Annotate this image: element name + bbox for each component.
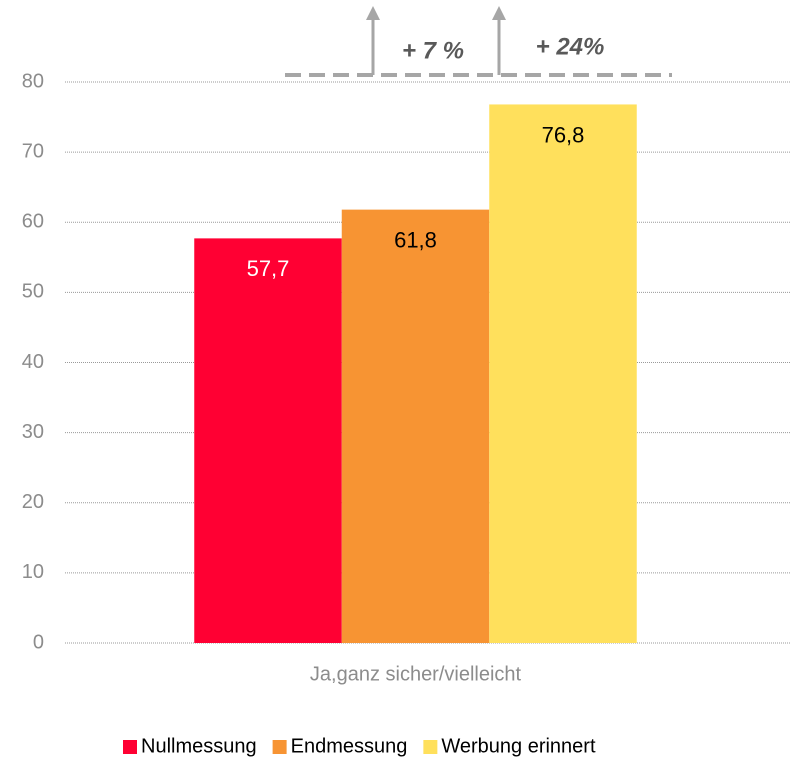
y-tick-label: 80 bbox=[22, 70, 44, 92]
annotation: + 24% bbox=[536, 33, 605, 60]
annotation-group: + 7 % + 24% bbox=[285, 6, 672, 77]
y-tick-label: 10 bbox=[22, 561, 44, 583]
y-tick-label: 40 bbox=[22, 351, 44, 373]
value-label: 76,8 bbox=[542, 122, 585, 147]
arrow-head bbox=[366, 6, 380, 20]
legend-label: Nullmessung bbox=[141, 735, 257, 757]
bar bbox=[194, 238, 342, 643]
legend-swatch bbox=[423, 740, 438, 754]
y-tick-label: 0 bbox=[33, 631, 44, 653]
y-tick-label: 60 bbox=[22, 211, 44, 233]
y-tick-label: 50 bbox=[22, 281, 44, 303]
legend-swatch bbox=[123, 740, 137, 754]
bar bbox=[341, 209, 490, 643]
y-tick-label: 30 bbox=[22, 421, 44, 443]
legend-label: Werbung erinnert bbox=[441, 735, 596, 757]
y-tick-label: 70 bbox=[22, 140, 44, 162]
arrow-head bbox=[492, 6, 506, 20]
x-tick-label: Ja,ganz sicher/vielleicht bbox=[310, 663, 522, 685]
annotation: + 7 % bbox=[402, 37, 464, 64]
y-tick-label: 20 bbox=[22, 491, 44, 513]
legend-swatch bbox=[272, 740, 287, 754]
value-label: 61,8 bbox=[394, 227, 437, 252]
legend-label: Endmessung bbox=[291, 735, 408, 757]
value-label: 57,7 bbox=[247, 256, 290, 281]
bar bbox=[489, 104, 637, 643]
